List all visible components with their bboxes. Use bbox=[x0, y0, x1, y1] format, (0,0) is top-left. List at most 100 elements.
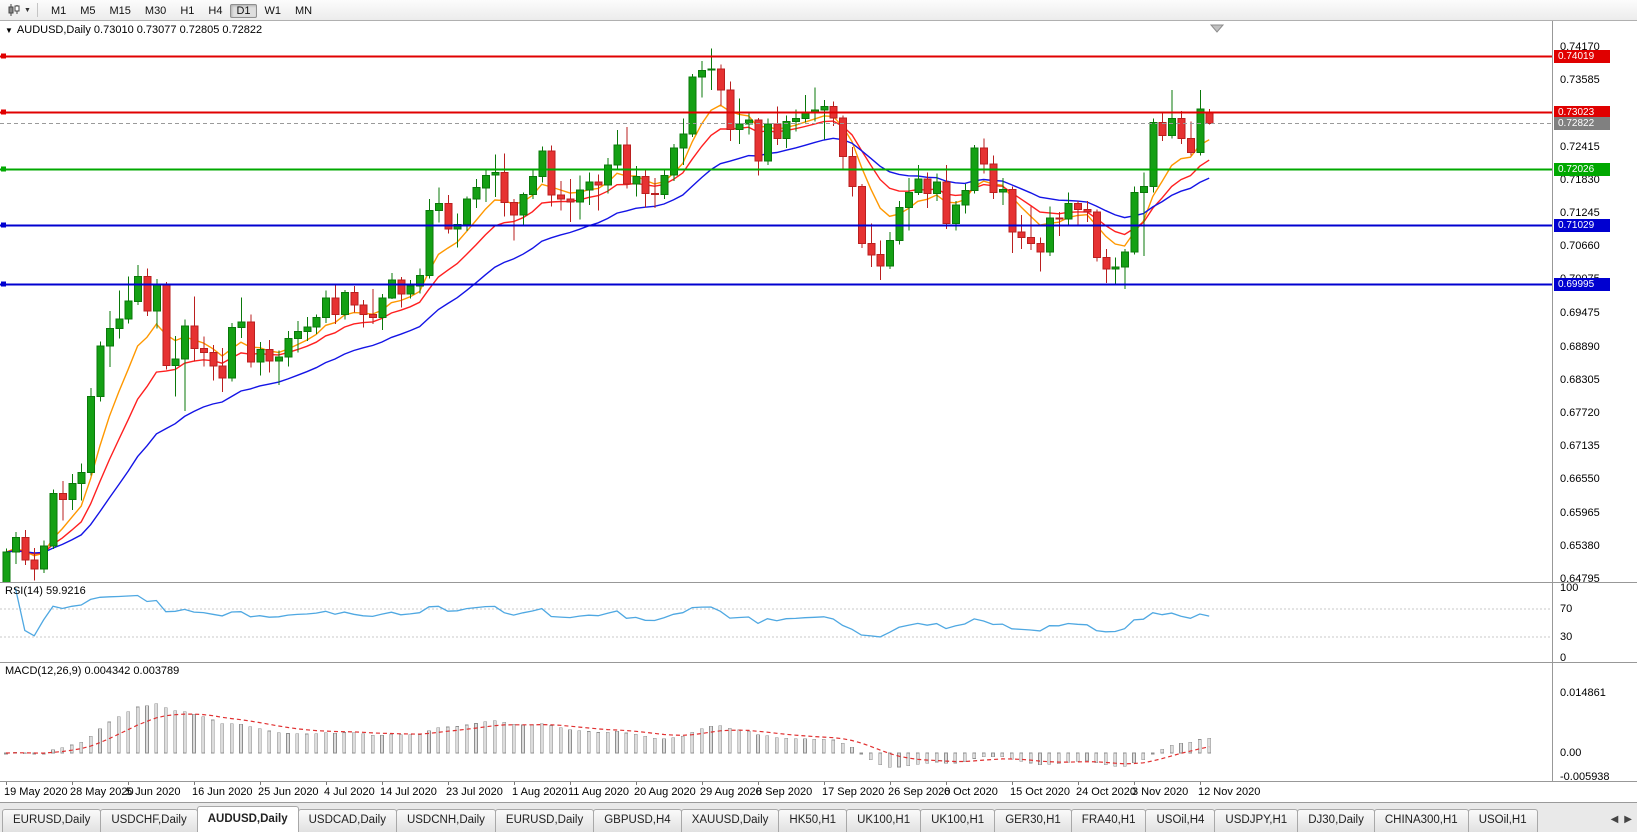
chart-type-dropdown-icon[interactable]: ▼ bbox=[24, 6, 31, 14]
rsi-panel[interactable]: RSI(14) 59.9216 bbox=[0, 583, 1552, 662]
panel-separator[interactable] bbox=[0, 582, 1637, 583]
timeframe-button-M15[interactable]: M15 bbox=[109, 5, 131, 17]
date-label: 14 Jul 2020 bbox=[380, 786, 437, 798]
hline-handle[interactable] bbox=[1, 166, 6, 172]
hline-handle[interactable] bbox=[1, 222, 6, 228]
chart-type-icon[interactable] bbox=[4, 2, 24, 18]
macd-signal-line bbox=[5, 713, 1210, 765]
hline-handle[interactable] bbox=[1, 53, 6, 59]
chart-tab-eurusd-daily[interactable]: EURUSD,Daily bbox=[2, 809, 102, 832]
date-label: 26 Sep 2020 bbox=[888, 786, 951, 798]
date-tick bbox=[570, 782, 571, 785]
price-tick-label: 0.68890 bbox=[1560, 341, 1600, 353]
date-tick bbox=[636, 782, 637, 785]
tab-scroll-arrows: ◀ ▶ bbox=[1611, 814, 1632, 825]
rsi-label: RSI(14) 59.9216 bbox=[5, 585, 86, 597]
chart-tab-usdcnh-daily[interactable]: USDCNH,Daily bbox=[395, 809, 496, 832]
level-price-badge: 0.69995 bbox=[1554, 278, 1610, 291]
level-price-badge: 0.71029 bbox=[1554, 219, 1610, 232]
timeframe-buttons: M1 M5 M15 M30 H1 H4 D1 W1 MN bbox=[44, 1, 319, 19]
macd-panel[interactable]: MACD(12,26,9) 0.004342 0.003789 bbox=[0, 663, 1552, 781]
chart-tab-usoil-h4[interactable]: USOil,H4 bbox=[1145, 809, 1216, 832]
chart-tab-usdcad-daily[interactable]: USDCAD,Daily bbox=[297, 809, 397, 832]
ma-line-slow[interactable] bbox=[5, 137, 1210, 554]
date-tick bbox=[514, 782, 515, 785]
price-axis[interactable]: 0.741700.735850.730000.724150.718300.712… bbox=[1552, 21, 1637, 783]
rsi-line bbox=[14, 587, 1210, 638]
chart-tab-usoil-h1[interactable]: USOil,H1 bbox=[1467, 809, 1538, 832]
tab-scroll-right-icon[interactable]: ▶ bbox=[1624, 814, 1632, 825]
date-label: 20 Aug 2020 bbox=[634, 786, 696, 798]
date-tick bbox=[1078, 782, 1079, 785]
level-price-badge: 0.72026 bbox=[1554, 163, 1610, 176]
date-tick bbox=[382, 782, 383, 785]
toolbar: ▼ M1 M5 M15 M30 H1 H4 D1 W1 MN bbox=[0, 0, 1637, 21]
date-label: 4 Jul 2020 bbox=[324, 786, 375, 798]
date-tick bbox=[890, 782, 891, 785]
hline-handle[interactable] bbox=[1, 281, 6, 287]
hline-handle[interactable] bbox=[1, 109, 6, 115]
macd-histogram bbox=[4, 703, 1211, 768]
date-tick bbox=[1134, 782, 1135, 785]
date-label: 19 May 2020 bbox=[4, 786, 68, 798]
chart-ohlc-info: ▼ AUDUSD,Daily 0.73010 0.73077 0.72805 0.… bbox=[5, 24, 262, 36]
chart-shift-marker-icon[interactable] bbox=[1209, 24, 1225, 33]
date-tick bbox=[758, 782, 759, 785]
date-label: 11 Aug 2020 bbox=[568, 786, 629, 798]
rsi-chart[interactable] bbox=[0, 583, 1552, 662]
date-label: 25 Jun 2020 bbox=[258, 786, 319, 798]
chart-tab-gbpusd-h4[interactable]: GBPUSD,H4 bbox=[593, 809, 682, 832]
chart-tab-usdchf-daily[interactable]: USDCHF,Daily bbox=[100, 809, 198, 832]
chart-tab-uk100-h1[interactable]: UK100,H1 bbox=[846, 809, 922, 832]
panel-separator[interactable] bbox=[0, 662, 1637, 663]
timeframe-button-D1[interactable]: D1 bbox=[230, 4, 257, 18]
date-label: 24 Oct 2020 bbox=[1076, 786, 1136, 798]
date-label: 6 Oct 2020 bbox=[944, 786, 998, 798]
chart-tab-china300-h1[interactable]: CHINA300,H1 bbox=[1373, 809, 1469, 832]
chart-tab-eurusd-daily[interactable]: EURUSD,Daily bbox=[494, 809, 595, 832]
date-tick bbox=[6, 782, 7, 785]
timeframe-button-M5[interactable]: M5 bbox=[80, 5, 96, 17]
price-tick-label: 0.70660 bbox=[1560, 240, 1600, 252]
chart-tab-usdjpy-h1[interactable]: USDJPY,H1 bbox=[1214, 809, 1299, 832]
timeframe-button-M1[interactable]: M1 bbox=[50, 5, 67, 17]
date-tick bbox=[1200, 782, 1201, 785]
main-chart-panel[interactable]: ▼ AUDUSD,Daily 0.73010 0.73077 0.72805 0.… bbox=[0, 21, 1552, 582]
macd-chart[interactable] bbox=[0, 663, 1552, 781]
price-tick-label: 0.67720 bbox=[1560, 407, 1600, 419]
date-tick bbox=[72, 782, 73, 785]
date-tick bbox=[1012, 782, 1013, 785]
date-axis[interactable]: 19 May 2020 28 May 2020 5 Jun 2020 16 Jun 2… bbox=[0, 782, 1637, 802]
date-tick bbox=[824, 782, 825, 785]
tab-scroll-left-icon[interactable]: ◀ bbox=[1610, 814, 1619, 825]
macd-tick-label: 0.014861 bbox=[1560, 687, 1606, 699]
timeframe-button-W1[interactable]: W1 bbox=[264, 5, 282, 17]
price-tick-label: 0.72415 bbox=[1560, 141, 1600, 153]
chart-tab-ger30-h1[interactable]: GER30,H1 bbox=[994, 809, 1072, 832]
chart-tab-fra40-h1[interactable]: FRA40,H1 bbox=[1070, 809, 1147, 832]
panel-separator bbox=[0, 781, 1637, 782]
date-label: 28 May 2020 bbox=[70, 786, 134, 798]
date-label: 29 Aug 2020 bbox=[700, 786, 762, 798]
chart-tab-hk50-h1[interactable]: HK50,H1 bbox=[778, 809, 848, 832]
macd-tick-label: 0.00 bbox=[1560, 747, 1582, 759]
chart-tab-audusd-daily[interactable]: AUDUSD,Daily bbox=[196, 806, 299, 832]
level-price-badge: 0.74019 bbox=[1554, 50, 1610, 63]
date-label: 3 Nov 2020 bbox=[1132, 786, 1189, 798]
current-price-badge: 0.72822 bbox=[1554, 117, 1610, 130]
timeframe-button-H4[interactable]: H4 bbox=[208, 5, 223, 17]
chart-info-text: AUDUSD,Daily 0.73010 0.73077 0.72805 0.7… bbox=[16, 24, 263, 36]
timeframe-button-MN[interactable]: MN bbox=[295, 5, 313, 17]
chart-tab-bar: EURUSD,Daily USDCHF,Daily AUDUSD,Daily USDC… bbox=[0, 802, 1637, 832]
rsi-tick-label: 30 bbox=[1560, 631, 1573, 643]
candles bbox=[2, 48, 1214, 582]
chart-tab-xauusd-daily[interactable]: XAUUSD,Daily bbox=[680, 809, 780, 832]
chart-tab-dj30-daily[interactable]: DJ30,Daily bbox=[1297, 809, 1375, 832]
chart-tab-uk100-h1[interactable]: UK100,H1 bbox=[920, 809, 996, 832]
date-label: 23 Jul 2020 bbox=[446, 786, 503, 798]
symbol-dropdown-icon[interactable]: ▼ bbox=[5, 26, 13, 35]
candlestick-chart[interactable] bbox=[0, 21, 1552, 582]
timeframe-button-M30[interactable]: M30 bbox=[144, 5, 167, 17]
date-label: 16 Jun 2020 bbox=[192, 786, 253, 798]
timeframe-button-H1[interactable]: H1 bbox=[180, 5, 195, 17]
